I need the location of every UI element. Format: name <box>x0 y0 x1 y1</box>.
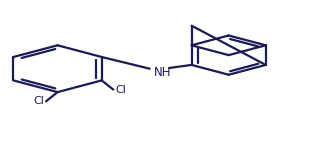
Text: Cl: Cl <box>115 85 126 95</box>
Text: NH: NH <box>154 66 172 79</box>
Text: Cl: Cl <box>34 96 44 106</box>
